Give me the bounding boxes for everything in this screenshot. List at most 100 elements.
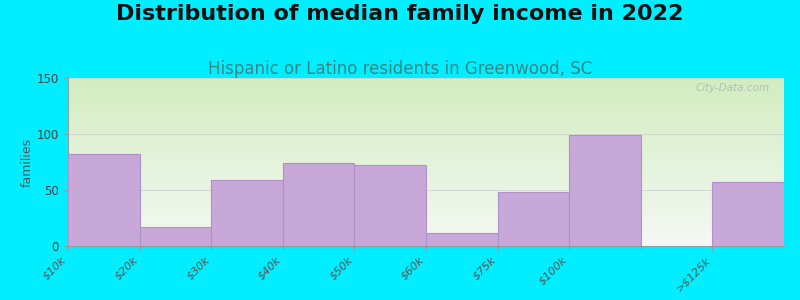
Bar bbox=[68, 98, 784, 99]
Bar bbox=[68, 121, 784, 122]
Bar bbox=[68, 129, 784, 130]
Bar bbox=[68, 155, 784, 156]
Bar bbox=[68, 164, 784, 165]
Bar bbox=[68, 245, 784, 246]
Bar bbox=[68, 79, 784, 80]
Bar bbox=[68, 163, 784, 164]
Bar bbox=[68, 103, 784, 104]
Bar bbox=[68, 139, 784, 140]
Bar bbox=[68, 179, 784, 180]
Bar bbox=[570, 135, 641, 246]
Bar bbox=[68, 154, 784, 155]
Bar bbox=[68, 182, 784, 183]
Bar bbox=[68, 97, 784, 98]
Bar bbox=[68, 196, 784, 197]
Bar bbox=[68, 241, 784, 242]
Bar bbox=[68, 239, 784, 240]
Bar bbox=[68, 238, 784, 239]
Bar bbox=[68, 86, 784, 87]
Bar bbox=[68, 174, 784, 175]
Bar bbox=[68, 222, 784, 223]
Bar bbox=[68, 159, 784, 160]
Bar bbox=[68, 101, 784, 102]
Bar bbox=[68, 203, 784, 204]
Bar bbox=[68, 141, 784, 142]
Bar bbox=[68, 213, 784, 214]
Bar bbox=[68, 172, 784, 173]
Bar bbox=[68, 122, 784, 123]
Bar bbox=[68, 93, 784, 94]
Bar bbox=[68, 94, 784, 95]
Bar bbox=[68, 158, 784, 159]
Bar bbox=[68, 227, 784, 228]
Bar bbox=[68, 229, 784, 230]
Bar bbox=[68, 114, 784, 115]
Bar bbox=[68, 178, 784, 179]
Bar bbox=[68, 138, 784, 139]
Bar bbox=[68, 106, 784, 107]
Bar bbox=[68, 216, 784, 217]
Bar bbox=[68, 208, 784, 209]
Bar bbox=[68, 244, 784, 245]
Bar bbox=[68, 118, 784, 119]
Text: City-Data.com: City-Data.com bbox=[695, 83, 770, 93]
Bar bbox=[68, 212, 784, 213]
Bar bbox=[68, 78, 784, 79]
Bar bbox=[68, 200, 784, 201]
Bar bbox=[68, 150, 784, 151]
Bar bbox=[68, 145, 784, 146]
Bar bbox=[68, 166, 784, 167]
Bar bbox=[68, 108, 784, 109]
Text: Hispanic or Latino residents in Greenwood, SC: Hispanic or Latino residents in Greenwoo… bbox=[208, 60, 592, 78]
Bar bbox=[68, 185, 784, 186]
Bar bbox=[68, 80, 784, 81]
Bar bbox=[68, 181, 784, 182]
Bar bbox=[68, 154, 140, 246]
Bar bbox=[68, 157, 784, 158]
Bar bbox=[68, 109, 784, 110]
Bar bbox=[68, 89, 784, 90]
Bar bbox=[68, 137, 784, 138]
Bar bbox=[68, 120, 784, 121]
Bar bbox=[68, 175, 784, 176]
Bar bbox=[68, 126, 784, 127]
Bar bbox=[68, 202, 784, 203]
Bar bbox=[68, 84, 784, 85]
Bar bbox=[68, 180, 784, 181]
Bar bbox=[68, 188, 784, 189]
Bar bbox=[68, 190, 784, 191]
Bar bbox=[68, 167, 784, 168]
Bar bbox=[68, 153, 784, 154]
Bar bbox=[68, 104, 784, 105]
Bar bbox=[68, 183, 784, 184]
Bar bbox=[211, 180, 283, 246]
Bar bbox=[68, 115, 784, 116]
Bar bbox=[68, 156, 784, 157]
Bar bbox=[68, 233, 784, 234]
Bar bbox=[68, 236, 784, 237]
Bar bbox=[68, 232, 784, 233]
Bar bbox=[68, 194, 784, 195]
Bar bbox=[713, 182, 784, 246]
Bar bbox=[68, 238, 784, 239]
Bar bbox=[68, 110, 784, 111]
Bar bbox=[68, 127, 784, 128]
Bar bbox=[68, 107, 784, 108]
Bar bbox=[68, 96, 784, 97]
Bar bbox=[68, 235, 784, 236]
Bar bbox=[68, 197, 784, 198]
Bar bbox=[68, 148, 784, 149]
Bar bbox=[283, 163, 354, 246]
Bar bbox=[68, 105, 784, 106]
Bar bbox=[68, 176, 784, 177]
Bar bbox=[68, 201, 784, 202]
Bar bbox=[68, 225, 784, 226]
Bar bbox=[68, 214, 784, 215]
Bar bbox=[68, 211, 784, 212]
Bar bbox=[68, 147, 784, 148]
Bar bbox=[68, 130, 784, 131]
Bar bbox=[68, 133, 784, 134]
Bar bbox=[68, 142, 784, 143]
Bar bbox=[68, 223, 784, 224]
Bar bbox=[68, 189, 784, 190]
